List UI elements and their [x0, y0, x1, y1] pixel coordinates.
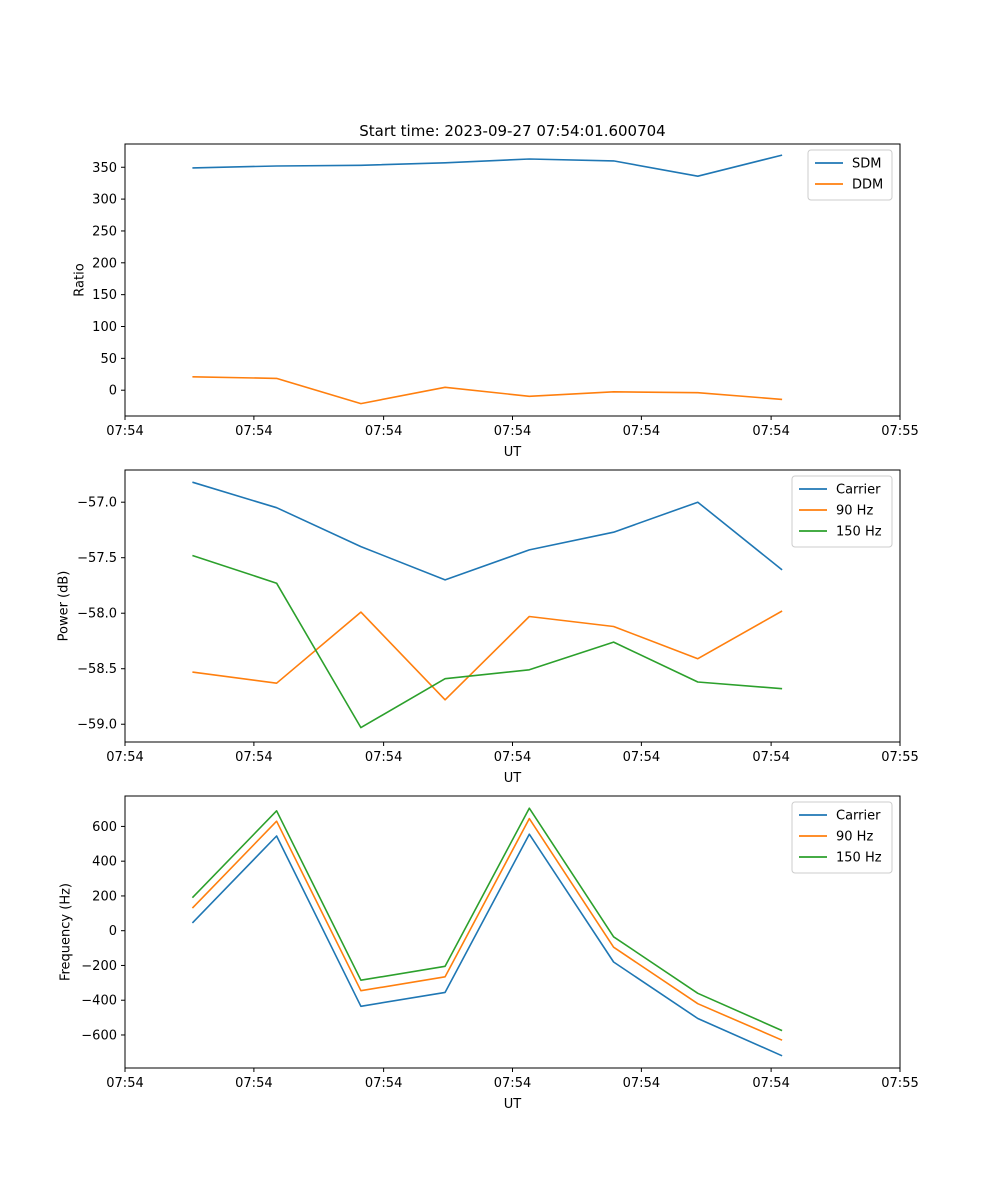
legend: Carrier 90 Hz 150 Hz	[791, 475, 893, 548]
x-tick-label: 07:54	[494, 1076, 531, 1091]
x-axis-label: UT	[504, 771, 522, 786]
x-tick-label: 07:54	[365, 424, 402, 439]
y-tick-label: 250	[92, 224, 117, 239]
y-tick-label: −59.0	[77, 718, 117, 733]
x-tick-label: 07:54	[235, 1076, 272, 1091]
series-line-150-hz	[192, 554, 783, 729]
x-tick-label: 07:54	[365, 750, 402, 765]
panel-power: 07:54 07:54 07:54 07:54 07:54 07:54 07:55 UT −59…	[57, 469, 919, 786]
axes-frame	[124, 795, 901, 1069]
panel-frequency: 07:54 07:54 07:54 07:54 07:54 07:54 07:55 UT −60…	[59, 795, 919, 1112]
x-tick-label: 07:54	[752, 750, 789, 765]
series-line-sdm	[192, 154, 783, 177]
x-axis-label: UT	[504, 445, 522, 460]
y-tick-label: −58.5	[77, 662, 117, 677]
x-tick-label: 07:54	[752, 424, 789, 439]
y-tick-label: 0	[109, 384, 117, 399]
legend-label: DDM	[852, 178, 883, 193]
legend-label: 150 Hz	[836, 525, 882, 540]
y-tick-label: 0	[109, 924, 117, 939]
series-line-150-hz	[191, 807, 783, 1032]
y-axis-label: Ratio	[73, 263, 88, 296]
legend: SDM DDM	[807, 149, 893, 201]
x-tick-label: 07:54	[235, 750, 272, 765]
x-tick-label: 07:54	[752, 1076, 789, 1091]
y-tick-label: 50	[100, 352, 117, 367]
x-tick-label: 07:54	[623, 1076, 660, 1091]
legend-box	[791, 475, 893, 548]
legend-label: Carrier	[836, 809, 881, 824]
y-tick-label: −57.0	[77, 496, 117, 511]
axes-frame	[124, 469, 901, 743]
series-line-90-hz	[191, 817, 783, 1041]
series-line-carrier	[192, 481, 783, 581]
y-tick-label: 100	[92, 320, 117, 335]
panel-ratio: 07:54 07:54 07:54 07:54 07:54 07:54 07:55 UT 0 50…	[73, 143, 919, 460]
x-axis-label: UT	[504, 1097, 522, 1112]
legend-box	[791, 801, 893, 874]
x-tick-label: 07:54	[623, 424, 660, 439]
axes-frame	[124, 143, 901, 417]
y-tick-label: 200	[92, 889, 117, 904]
y-tick-label: −400	[81, 994, 117, 1009]
legend-label: SDM	[852, 157, 881, 172]
legend-label: 90 Hz	[836, 830, 873, 845]
series-line-carrier	[191, 833, 783, 1057]
y-tick-label: 200	[92, 256, 117, 271]
series-line-ddm	[192, 376, 783, 405]
y-tick-label: −58.0	[77, 607, 117, 622]
y-tick-label: 300	[92, 193, 117, 208]
y-tick-label: −600	[81, 1028, 117, 1043]
y-tick-label: 350	[92, 161, 117, 176]
legend-label: 150 Hz	[836, 851, 882, 866]
y-tick-label: −200	[81, 959, 117, 974]
x-tick-label: 07:54	[106, 1076, 143, 1091]
legend-label: 90 Hz	[836, 504, 873, 519]
legend: Carrier 90 Hz 150 Hz	[791, 801, 893, 874]
x-tick-label: 07:55	[881, 750, 918, 765]
y-tick-label: 600	[92, 820, 117, 835]
x-tick-label: 07:54	[365, 1076, 402, 1091]
legend-label: Carrier	[836, 483, 881, 498]
y-tick-label: 150	[92, 288, 117, 303]
x-tick-label: 07:55	[881, 1076, 918, 1091]
y-tick-label: 400	[92, 855, 117, 870]
x-tick-label: 07:54	[494, 750, 531, 765]
x-tick-label: 07:54	[623, 750, 660, 765]
x-tick-label: 07:54	[494, 424, 531, 439]
figure-title: Start time: 2023-09-27 07:54:01.600704	[359, 122, 665, 140]
y-tick-label: −57.5	[77, 551, 117, 566]
y-axis-label: Power (dB)	[57, 571, 72, 642]
x-tick-label: 07:54	[235, 424, 272, 439]
y-axis-label: Frequency (Hz)	[59, 883, 74, 981]
x-tick-label: 07:54	[106, 424, 143, 439]
x-tick-label: 07:54	[106, 750, 143, 765]
x-tick-label: 07:55	[881, 424, 918, 439]
series-line-90-hz	[192, 610, 783, 701]
